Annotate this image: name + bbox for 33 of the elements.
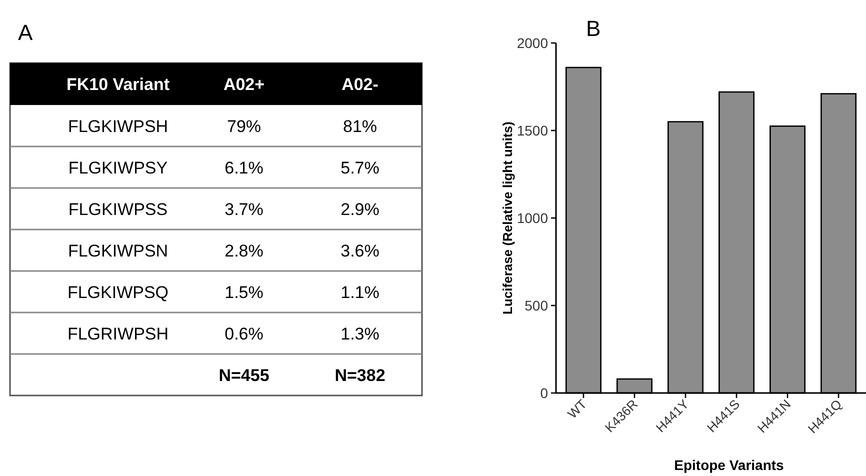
- x-tick-label: WT: [564, 396, 590, 422]
- category-label: FLGKIWPSQ: [67, 282, 169, 302]
- text: 81%: [342, 116, 378, 136]
- y-tick-label: 2000: [516, 35, 548, 51]
- text: N=382: [334, 366, 386, 385]
- text: A: [18, 20, 33, 45]
- text: 6.1%: [224, 158, 264, 178]
- text: 2.9%: [340, 200, 380, 219]
- text: A02-: [342, 75, 378, 94]
- text: A02+: [223, 75, 265, 94]
- text: 79%: [226, 116, 262, 136]
- text: 5.7%: [340, 158, 380, 178]
- category-label: FLGKIWPSS: [68, 200, 168, 219]
- category-label: FLGKIWPSN: [68, 241, 168, 260]
- chart-title: B: [586, 16, 601, 41]
- category-label: FLGKIWPSY: [68, 158, 168, 178]
- text: 3.7%: [224, 200, 264, 219]
- text: 2.8%: [224, 241, 264, 260]
- y-tick-label: 1500: [516, 122, 548, 138]
- legend-title: FK10 Variant: [66, 75, 170, 94]
- y-tick-label: 0: [540, 385, 548, 401]
- text: 0.6%: [224, 324, 264, 344]
- text: 1.5%: [224, 282, 264, 302]
- y-tick-label: 1000: [516, 210, 548, 226]
- text: 3.6%: [340, 241, 380, 260]
- y-tick-label: 500: [524, 298, 548, 314]
- text: 1.3%: [340, 324, 380, 344]
- y-axis-title: Luciferase (Relative light units): [500, 122, 515, 314]
- category-label: FLGKIWPSH: [68, 116, 168, 136]
- x-axis-title: Epitope Variants: [674, 457, 784, 473]
- text: N=455: [218, 366, 270, 385]
- text: 1.1%: [340, 282, 380, 302]
- category-label: FLGRIWPSH: [67, 324, 169, 344]
